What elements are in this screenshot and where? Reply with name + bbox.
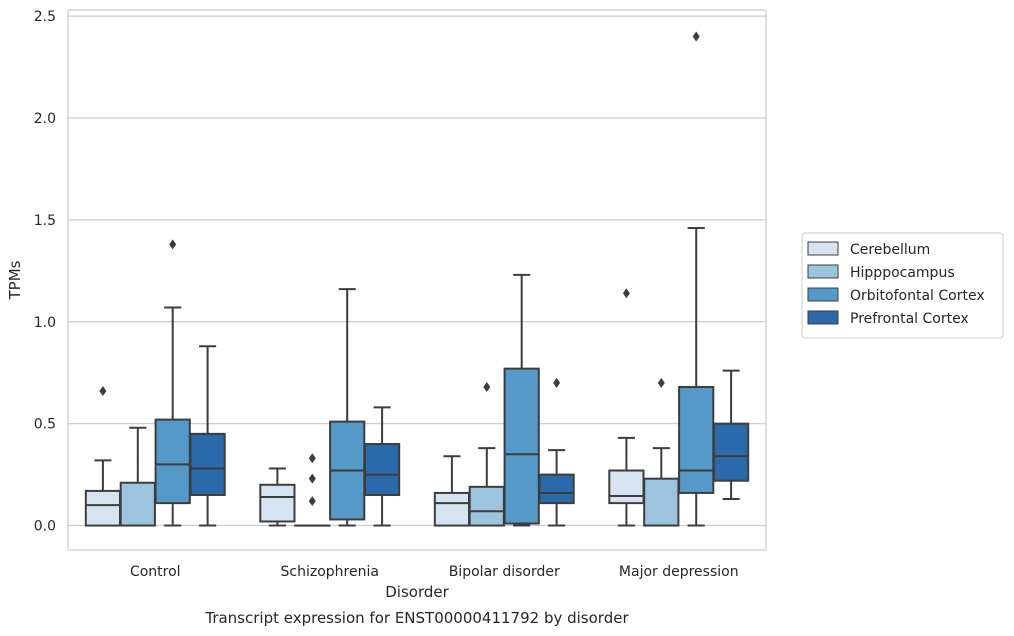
box-body bbox=[363, 443, 401, 496]
box-body bbox=[259, 483, 296, 523]
box-body bbox=[538, 473, 575, 505]
box-body bbox=[678, 385, 715, 494]
box-1-2 bbox=[329, 288, 366, 527]
x-tick-label: Major depression bbox=[619, 564, 739, 580]
legend-label: Prefrontal Cortex bbox=[850, 311, 969, 327]
legend-label: Orbitofontal Cortex bbox=[850, 288, 985, 304]
box-0-2 bbox=[154, 239, 191, 527]
box-1-3 bbox=[363, 406, 401, 527]
y-tick-label: 0.0 bbox=[34, 519, 56, 535]
box-body bbox=[503, 367, 540, 525]
y-axis-ticks: 0.0 0.5 1.0 1.5 2.0 2.5 bbox=[34, 9, 56, 534]
box-0-0 bbox=[84, 386, 122, 527]
box-1-1 bbox=[294, 453, 331, 527]
box-body bbox=[433, 491, 471, 527]
box-3-2 bbox=[678, 31, 715, 527]
box-3-1 bbox=[643, 377, 680, 527]
box-0-3 bbox=[189, 345, 226, 527]
legend-swatch bbox=[807, 264, 839, 279]
box-3-3 bbox=[712, 369, 750, 501]
outlier-point bbox=[622, 288, 630, 299]
box-0-1 bbox=[119, 426, 156, 527]
y-axis-label: TPMs bbox=[6, 260, 24, 300]
y-tick-label: 1.0 bbox=[34, 315, 56, 331]
box-body bbox=[608, 469, 645, 505]
legend-swatch bbox=[807, 310, 839, 325]
boxes bbox=[84, 31, 750, 527]
box-3-0 bbox=[608, 288, 645, 527]
y-tick-label: 0.5 bbox=[34, 417, 56, 433]
x-tick-label: Schizophrenia bbox=[281, 564, 379, 580]
y-tick-label: 2.5 bbox=[34, 9, 56, 25]
outlier-point bbox=[308, 453, 316, 464]
legend-swatch bbox=[807, 287, 839, 302]
outlier-point bbox=[483, 381, 491, 392]
outlier-point bbox=[308, 473, 316, 484]
box-body bbox=[84, 489, 122, 527]
box-body bbox=[643, 477, 680, 527]
legend-swatch bbox=[807, 241, 839, 256]
box-2-1 bbox=[468, 381, 505, 527]
box-2-0 bbox=[433, 455, 471, 527]
y-tick-label: 2.0 bbox=[34, 111, 56, 127]
outlier-point bbox=[308, 496, 316, 507]
plot-frame bbox=[67, 9, 767, 551]
box-body bbox=[119, 481, 156, 527]
outlier-point bbox=[169, 239, 177, 250]
outlier-point bbox=[99, 386, 107, 397]
box-2-2 bbox=[503, 273, 540, 527]
legend: Cerebellum Hipppocampus Orbitofontal Corte… bbox=[801, 232, 1004, 339]
y-tick-label: 1.5 bbox=[34, 213, 56, 229]
legend-frame bbox=[801, 232, 1004, 339]
box-body bbox=[189, 432, 226, 496]
box-body bbox=[468, 485, 505, 527]
legend-label: Cerebellum bbox=[850, 242, 930, 258]
x-axis-ticks: Control Schizophrenia Bipolar disorder Majo… bbox=[130, 564, 739, 580]
box-1-0 bbox=[259, 467, 296, 527]
x-tick-label: Bipolar disorder bbox=[449, 564, 560, 580]
outlier-point bbox=[657, 377, 665, 388]
x-axis-label: Disorder bbox=[385, 583, 449, 601]
legend-label: Hipppocampus bbox=[850, 265, 955, 281]
outlier-point bbox=[692, 31, 700, 42]
box-2-3 bbox=[538, 377, 575, 527]
outlier-point bbox=[553, 377, 561, 388]
x-tick-label: Control bbox=[130, 564, 181, 580]
box-body bbox=[154, 418, 191, 505]
chart-caption: Transcript expression for ENST0000041179… bbox=[204, 609, 629, 627]
box-body bbox=[712, 422, 750, 482]
